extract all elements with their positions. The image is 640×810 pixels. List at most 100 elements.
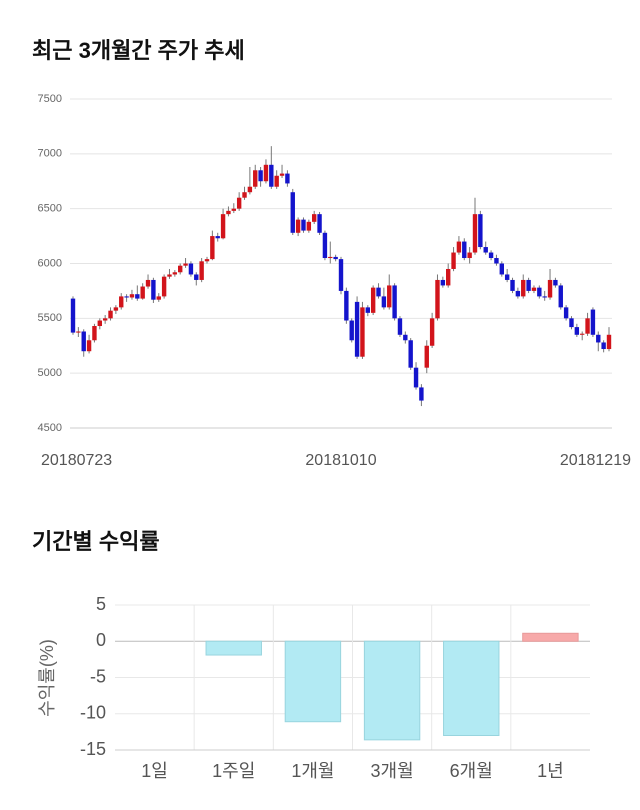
candle-body xyxy=(199,261,204,280)
y-tick-label: 7500 xyxy=(38,93,62,105)
candle-body xyxy=(569,318,574,328)
candle-body xyxy=(215,236,220,239)
candle-body xyxy=(333,256,338,260)
chart-title: 최근 3개월간 주가 추세 xyxy=(32,38,245,63)
bar xyxy=(522,632,579,642)
candle-body xyxy=(204,259,210,262)
candle-body xyxy=(488,252,494,259)
y-tick-label: -10 xyxy=(80,703,106,723)
y-tick-label: 0 xyxy=(96,630,106,650)
x-tick-label: 20181219 xyxy=(560,452,631,469)
candle-body xyxy=(419,387,424,401)
candle-body xyxy=(354,301,360,357)
candle-body xyxy=(451,252,456,269)
candle-body xyxy=(510,279,515,291)
candle-body xyxy=(547,279,553,298)
y-tick-label: 5500 xyxy=(38,312,62,324)
chart-title: 기간별 수익률 xyxy=(32,529,160,554)
bar xyxy=(363,640,421,741)
candle-body xyxy=(435,279,440,319)
candle-body xyxy=(285,173,290,184)
x-tick-label: 20181010 xyxy=(305,452,376,469)
candle-body xyxy=(290,192,295,233)
candle-body xyxy=(585,318,590,334)
candle-body xyxy=(231,208,236,211)
candle-body xyxy=(558,285,563,308)
candle-body xyxy=(172,272,178,275)
candle-body xyxy=(312,214,317,222)
candle-body xyxy=(183,263,188,266)
candle-body xyxy=(135,294,140,299)
candle-body xyxy=(596,334,601,343)
y-tick-label: -5 xyxy=(90,666,106,686)
candle-body xyxy=(590,309,596,335)
candle-body xyxy=(140,286,145,299)
candle-body xyxy=(397,318,403,335)
x-tick-label: 1일 xyxy=(141,761,168,781)
candle-body xyxy=(408,340,413,368)
candle-body xyxy=(574,327,580,335)
candle-body xyxy=(338,259,344,291)
candle-body xyxy=(151,279,156,300)
candle-body xyxy=(580,333,585,335)
y-tick-label: -15 xyxy=(80,739,106,759)
y-tick-label: 6000 xyxy=(38,257,62,269)
candle-body xyxy=(462,241,467,259)
candle-body xyxy=(220,214,226,239)
y-axis-label: 수익률(%) xyxy=(37,639,57,717)
candle-body xyxy=(365,307,370,313)
candle-body xyxy=(403,334,408,341)
candle-body xyxy=(108,310,113,319)
candle-body xyxy=(317,214,322,233)
candle-body xyxy=(521,279,526,297)
candle-body xyxy=(413,367,419,388)
candle-body xyxy=(295,219,301,233)
candle-body xyxy=(472,214,478,253)
candle-body xyxy=(145,279,151,287)
x-tick-label: 1주일 xyxy=(212,761,255,781)
x-tick-label: 3개월 xyxy=(371,761,414,781)
candle-body xyxy=(531,287,537,291)
x-tick-label: 20180723 xyxy=(41,452,112,469)
candle-body xyxy=(328,256,333,259)
candle-body xyxy=(269,164,274,187)
candle-body xyxy=(236,197,242,209)
candle-body xyxy=(478,214,483,248)
candle-body xyxy=(129,294,135,298)
candle-body xyxy=(113,307,119,311)
candle-body xyxy=(178,265,183,273)
bar xyxy=(284,640,342,723)
candle-body xyxy=(563,307,569,319)
candle-body xyxy=(504,274,510,280)
candle-body xyxy=(381,296,387,308)
candle-body xyxy=(349,320,354,341)
candle-body xyxy=(156,296,161,300)
bar xyxy=(443,640,500,736)
candle-body xyxy=(253,170,258,187)
y-tick-label: 5000 xyxy=(38,367,62,379)
candle-body xyxy=(606,334,612,350)
candle-body xyxy=(376,287,381,297)
candle-body xyxy=(370,287,376,313)
x-tick-label: 1년 xyxy=(537,761,564,781)
candle-body xyxy=(553,279,558,286)
candle-body xyxy=(119,296,124,308)
x-tick-label: 6개월 xyxy=(450,761,493,781)
candle-body xyxy=(483,247,488,253)
candle-body xyxy=(81,331,86,352)
y-tick-label: 5 xyxy=(96,594,106,614)
candle-body xyxy=(274,175,279,187)
candle-body xyxy=(360,307,365,357)
candle-body xyxy=(387,285,392,308)
candle-body xyxy=(258,170,263,182)
x-tick-label: 1개월 xyxy=(291,761,334,781)
candle-body xyxy=(247,186,253,193)
y-tick-label: 4500 xyxy=(38,422,62,434)
candle-body xyxy=(279,173,285,176)
candle-body xyxy=(467,252,472,259)
candle-body xyxy=(226,210,231,215)
candle-body xyxy=(161,276,167,297)
y-tick-label: 6500 xyxy=(38,203,62,215)
candle-body xyxy=(344,290,349,321)
